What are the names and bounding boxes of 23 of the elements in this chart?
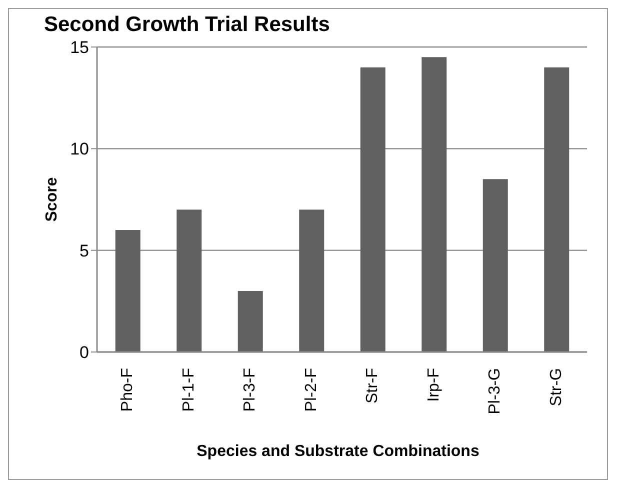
y-tick-label: 15 [70, 38, 89, 58]
x-tick-label: Pl-3-G [486, 368, 504, 414]
bar [115, 230, 140, 352]
x-tick-label: Str-F [364, 368, 382, 404]
x-axis-title: Species and Substrate Combinations [196, 443, 480, 461]
y-tick-label: 10 [70, 140, 89, 159]
x-tick-label: Str-G [548, 368, 565, 406]
bar [544, 67, 570, 352]
x-tick-label: Irp-F [425, 368, 442, 402]
bar [238, 291, 263, 352]
x-tick-label: Pl-2-F [302, 368, 320, 412]
bar [482, 179, 508, 352]
bar [299, 210, 324, 352]
y-axis-title: Score [44, 177, 61, 222]
bar [176, 210, 202, 352]
x-tick-label: Pl-1-F [180, 368, 198, 412]
x-tick-label: Pho-F [119, 368, 136, 412]
y-tick-label: 0 [80, 343, 89, 362]
chart-title: Second Growth Trial Results [44, 13, 330, 37]
y-tick-label: 5 [80, 241, 89, 260]
bar [360, 67, 386, 352]
x-tick-label: Pl-3-F [242, 368, 259, 412]
bar [422, 57, 447, 352]
